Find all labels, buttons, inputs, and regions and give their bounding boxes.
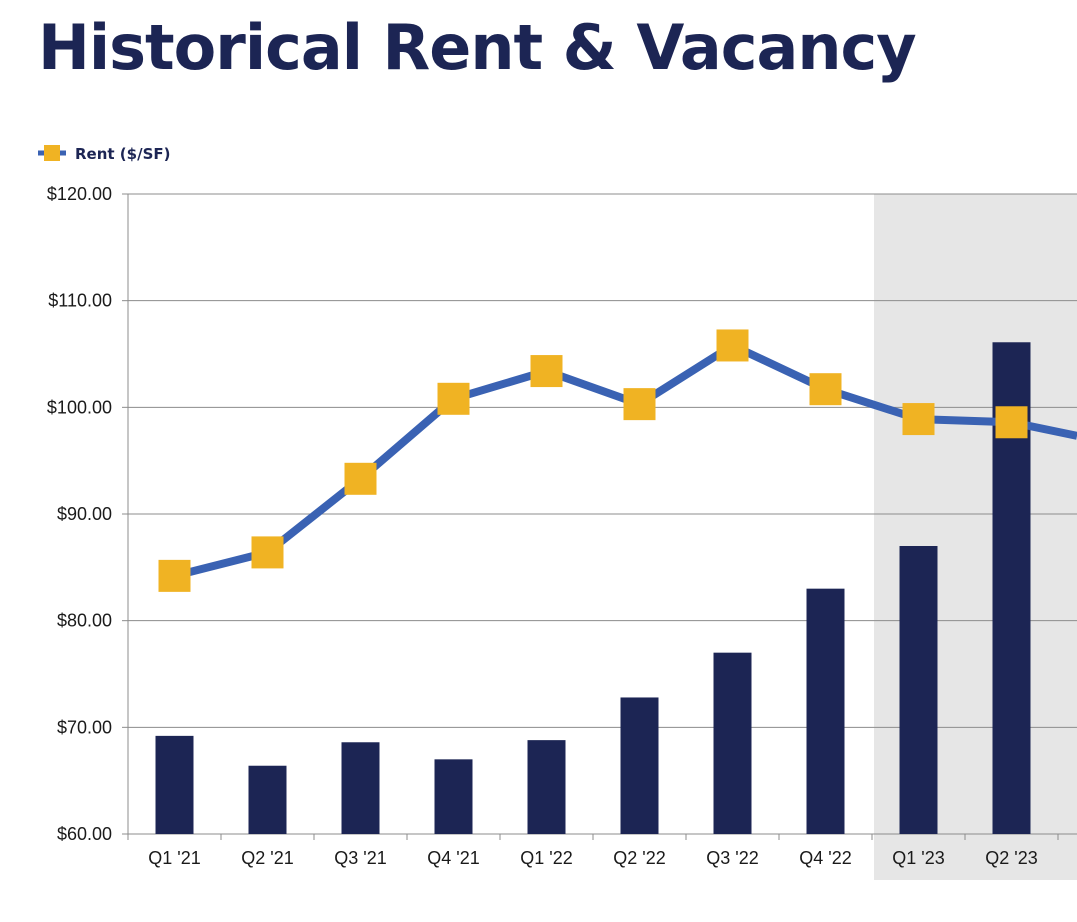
y-tick-label: $80.00 <box>57 611 112 631</box>
rent-marker <box>158 559 191 592</box>
x-tick-label: Q2 '23 <box>985 848 1037 868</box>
legend: Rent ($/SF) <box>38 145 170 163</box>
y-tick-label: $110.00 <box>48 291 112 311</box>
y-tick-label: $60.00 <box>57 824 112 844</box>
legend-label: Rent ($/SF) <box>75 145 170 163</box>
rent-marker <box>530 355 563 388</box>
y-axis-ticks: $60.00 $70.00 $80.00 $90.00 $100.00 $110.00 $1… <box>47 184 128 844</box>
rent-marker <box>344 462 377 495</box>
y-tick-label: $120.00 <box>47 184 112 204</box>
x-tick-label: Q3 '21 <box>334 848 386 868</box>
y-tick-label: $70.00 <box>57 717 112 737</box>
vacancy-bar <box>899 546 938 834</box>
vacancy-bar <box>713 652 752 834</box>
rent-marker <box>623 388 656 421</box>
page-title: Historical Rent & Vacancy <box>38 11 917 84</box>
vacancy-bar <box>620 697 659 834</box>
vacancy-bar <box>527 740 566 834</box>
y-tick-label: $90.00 <box>57 504 112 524</box>
rent-markers <box>158 329 1028 592</box>
vacancy-bar <box>248 765 287 834</box>
y-tick-label: $100.00 <box>47 397 112 417</box>
rent-marker <box>902 403 935 436</box>
x-axis-ticks: Q1 '21 Q2 '21 Q3 '21 Q4 '21 Q1 '22 Q2 '22 Q3 '… <box>127 834 1059 868</box>
x-tick-label: Q2 '21 <box>241 848 293 868</box>
x-tick-label: Q3 '22 <box>706 848 758 868</box>
rent-marker <box>809 373 842 406</box>
vacancy-bar <box>434 759 473 834</box>
rent-marker <box>716 329 749 362</box>
legend-marker-swatch <box>44 145 60 161</box>
x-tick-label: Q4 '21 <box>427 848 479 868</box>
x-tick-label: Q1 '21 <box>148 848 200 868</box>
x-tick-label: Q1 '23 <box>892 848 944 868</box>
vacancy-bar <box>341 742 380 834</box>
x-tick-label: Q2 '22 <box>613 848 665 868</box>
vacancy-bar <box>155 735 194 834</box>
rent-marker <box>437 382 470 415</box>
rent-marker <box>251 536 284 569</box>
x-tick-label: Q4 '22 <box>799 848 851 868</box>
x-tick-label: Q1 '22 <box>520 848 572 868</box>
vacancy-bar <box>806 588 845 834</box>
rent-marker <box>995 406 1028 439</box>
